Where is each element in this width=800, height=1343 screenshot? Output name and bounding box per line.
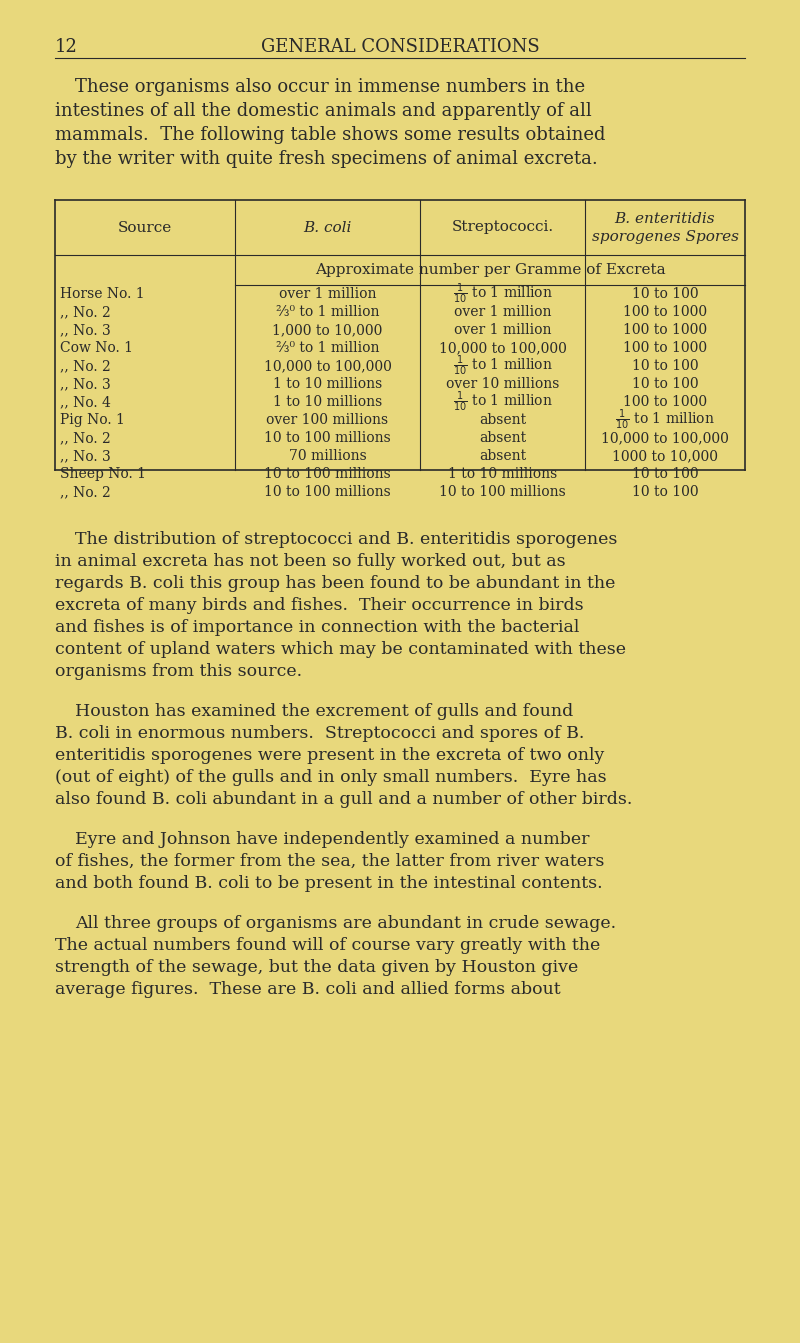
Text: Source: Source [118, 220, 172, 235]
Text: average figures.  These are B. coli and allied forms about: average figures. These are B. coli and a… [55, 980, 561, 998]
Text: 10,000 to 100,000: 10,000 to 100,000 [263, 359, 391, 373]
Text: ,, No. 2: ,, No. 2 [60, 431, 110, 445]
Text: ,, No. 2: ,, No. 2 [60, 359, 110, 373]
Text: over 1 million: over 1 million [278, 287, 376, 301]
Text: 10,000 to 100,000: 10,000 to 100,000 [438, 341, 566, 355]
Text: 10 to 100 millions: 10 to 100 millions [439, 485, 566, 500]
Text: over 1 million: over 1 million [454, 324, 551, 337]
Text: by the writer with quite fresh specimens of animal excreta.: by the writer with quite fresh specimens… [55, 150, 598, 168]
Text: GENERAL CONSIDERATIONS: GENERAL CONSIDERATIONS [261, 38, 539, 56]
Text: 100 to 1000: 100 to 1000 [623, 305, 707, 320]
Text: organisms from this source.: organisms from this source. [55, 663, 302, 680]
Text: content of upland waters which may be contaminated with these: content of upland waters which may be co… [55, 641, 626, 658]
Text: of fishes, the former from the sea, the latter from river waters: of fishes, the former from the sea, the … [55, 853, 604, 870]
Text: 1 to 10 millions: 1 to 10 millions [273, 395, 382, 410]
Text: and fishes is of importance in connection with the bacterial: and fishes is of importance in connectio… [55, 619, 579, 637]
Text: ,, No. 3: ,, No. 3 [60, 324, 110, 337]
Text: ,, No. 4: ,, No. 4 [60, 395, 111, 410]
Text: 10,000 to 100,000: 10,000 to 100,000 [601, 431, 729, 445]
Text: B. coli: B. coli [303, 220, 352, 235]
Text: 1 to 10 millions: 1 to 10 millions [273, 377, 382, 391]
Text: 100 to 1000: 100 to 1000 [623, 341, 707, 355]
Text: 10 to 100 millions: 10 to 100 millions [264, 467, 391, 481]
Text: B. coli in enormous numbers.  Streptococci and spores of B.: B. coli in enormous numbers. Streptococc… [55, 725, 584, 741]
Text: 100 to 1000: 100 to 1000 [623, 395, 707, 410]
Text: (out of eight) of the gulls and in only small numbers.  Eyre has: (out of eight) of the gulls and in only … [55, 770, 606, 786]
Text: sporogenes Spores: sporogenes Spores [591, 230, 738, 244]
Text: $\frac{1}{10}$ to 1 million: $\frac{1}{10}$ to 1 million [615, 408, 715, 432]
Text: over 1 million: over 1 million [454, 305, 551, 320]
Text: Sheep No. 1: Sheep No. 1 [60, 467, 146, 481]
Text: ⅔⁰ to 1 million: ⅔⁰ to 1 million [276, 341, 379, 355]
Text: $\frac{1}{10}$ to 1 million: $\frac{1}{10}$ to 1 million [453, 389, 553, 414]
Text: 1 to 10 millions: 1 to 10 millions [448, 467, 557, 481]
Text: over 10 millions: over 10 millions [446, 377, 559, 391]
Text: absent: absent [479, 414, 526, 427]
Text: All three groups of organisms are abundant in crude sewage.: All three groups of organisms are abunda… [75, 915, 616, 932]
Text: These organisms also occur in immense numbers in the: These organisms also occur in immense nu… [75, 78, 585, 95]
Text: $\frac{1}{10}$ to 1 million: $\frac{1}{10}$ to 1 million [453, 282, 553, 306]
Text: B. enteritidis: B. enteritidis [614, 212, 715, 226]
Text: 1,000 to 10,000: 1,000 to 10,000 [272, 324, 382, 337]
Text: mammals.  The following table shows some results obtained: mammals. The following table shows some … [55, 126, 606, 144]
Text: and both found B. coli to be present in the intestinal contents.: and both found B. coli to be present in … [55, 876, 602, 892]
Text: 70 millions: 70 millions [289, 449, 366, 463]
Text: ,, No. 2: ,, No. 2 [60, 485, 110, 500]
Text: The actual numbers found will of course vary greatly with the: The actual numbers found will of course … [55, 937, 600, 954]
Text: ,, No. 3: ,, No. 3 [60, 449, 110, 463]
Text: 10 to 100: 10 to 100 [632, 377, 698, 391]
Text: $\frac{1}{10}$ to 1 million: $\frac{1}{10}$ to 1 million [453, 353, 553, 379]
Text: ,, No. 2: ,, No. 2 [60, 305, 110, 320]
Text: in animal excreta has not been so fully worked out, but as: in animal excreta has not been so fully … [55, 553, 566, 569]
Text: Houston has examined the excrement of gulls and found: Houston has examined the excrement of gu… [75, 702, 574, 720]
Text: 10 to 100: 10 to 100 [632, 359, 698, 373]
Text: 10 to 100: 10 to 100 [632, 467, 698, 481]
Text: regards B. coli this group has been found to be abundant in the: regards B. coli this group has been foun… [55, 575, 615, 592]
Text: 100 to 1000: 100 to 1000 [623, 324, 707, 337]
Text: also found B. coli abundant in a gull and a number of other birds.: also found B. coli abundant in a gull an… [55, 791, 632, 808]
Text: Cow No. 1: Cow No. 1 [60, 341, 133, 355]
Text: 10 to 100 millions: 10 to 100 millions [264, 431, 391, 445]
Text: Streptococci.: Streptococci. [451, 220, 554, 235]
Text: enteritidis sporogenes were present in the excreta of two only: enteritidis sporogenes were present in t… [55, 747, 604, 764]
Text: 10 to 100: 10 to 100 [632, 485, 698, 500]
Text: Horse No. 1: Horse No. 1 [60, 287, 145, 301]
Text: absent: absent [479, 431, 526, 445]
Text: strength of the sewage, but the data given by Houston give: strength of the sewage, but the data giv… [55, 959, 578, 976]
Text: absent: absent [479, 449, 526, 463]
Text: 10 to 100: 10 to 100 [632, 287, 698, 301]
Text: 1000 to 10,000: 1000 to 10,000 [612, 449, 718, 463]
Text: Pig No. 1: Pig No. 1 [60, 414, 125, 427]
Text: ⅔⁰ to 1 million: ⅔⁰ to 1 million [276, 305, 379, 320]
Text: intestines of all the domestic animals and apparently of all: intestines of all the domestic animals a… [55, 102, 592, 120]
Text: excreta of many birds and fishes.  Their occurrence in birds: excreta of many birds and fishes. Their … [55, 598, 584, 614]
Text: 10 to 100 millions: 10 to 100 millions [264, 485, 391, 500]
Text: The distribution of streptococci and B. enteritidis sporogenes: The distribution of streptococci and B. … [75, 530, 618, 548]
Text: Eyre and Johnson have independently examined a number: Eyre and Johnson have independently exam… [75, 831, 590, 847]
Text: over 100 millions: over 100 millions [266, 414, 389, 427]
Text: ,, No. 3: ,, No. 3 [60, 377, 110, 391]
Text: 12: 12 [55, 38, 78, 56]
Text: Approximate number per Gramme of Excreta: Approximate number per Gramme of Excreta [314, 263, 666, 277]
